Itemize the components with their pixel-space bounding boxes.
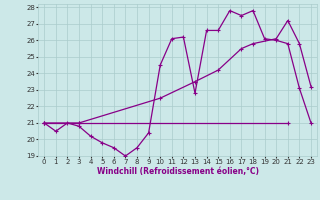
- X-axis label: Windchill (Refroidissement éolien,°C): Windchill (Refroidissement éolien,°C): [97, 167, 259, 176]
